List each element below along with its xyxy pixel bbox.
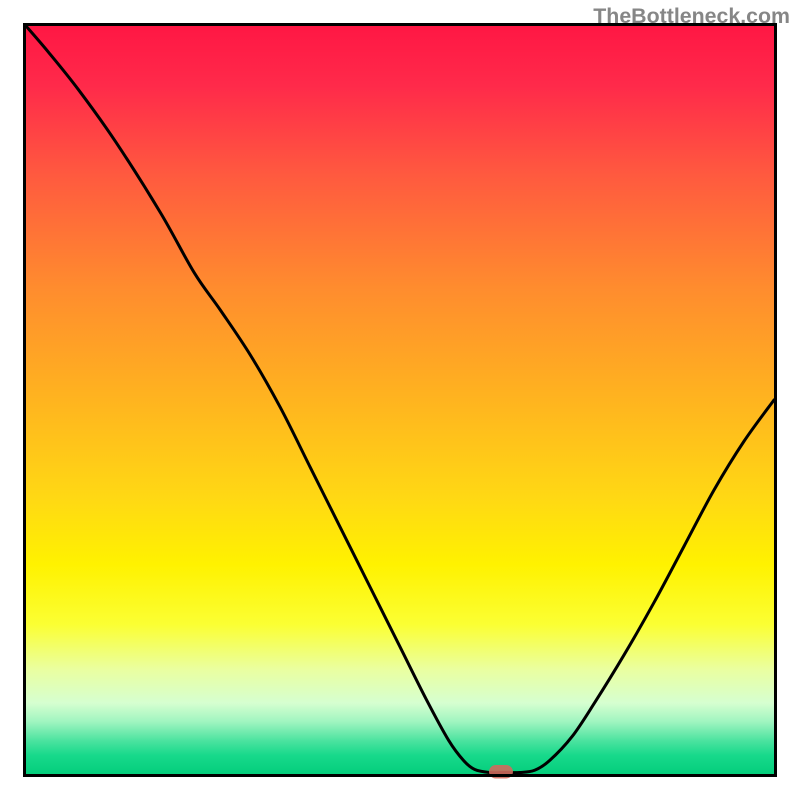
gradient-background xyxy=(26,26,774,774)
bottleneck-chart xyxy=(0,0,800,800)
